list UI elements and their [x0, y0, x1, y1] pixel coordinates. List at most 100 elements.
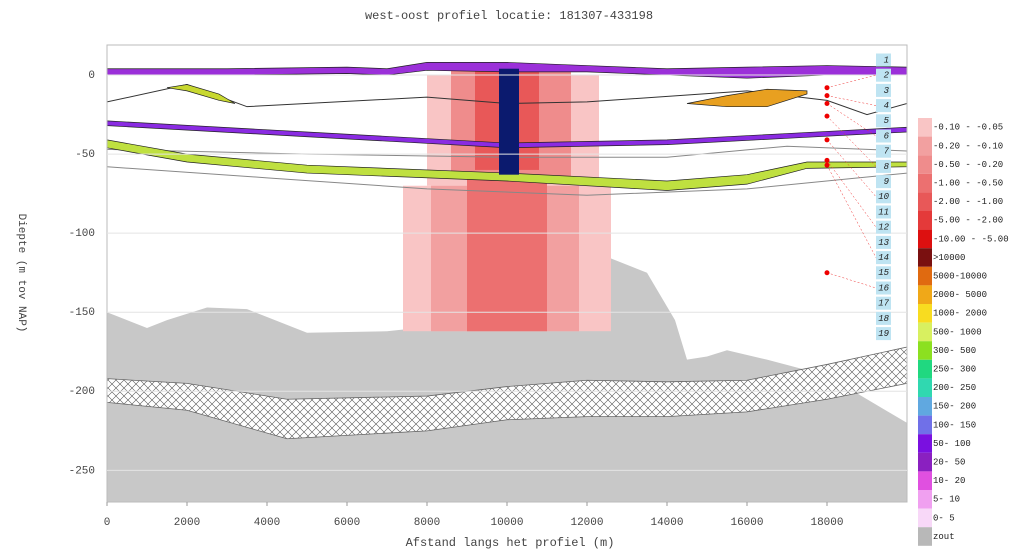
well-label: 14 [878, 253, 889, 263]
well-label: 17 [878, 299, 889, 309]
well-label-box [876, 327, 891, 341]
legend-label: 200- 250 [933, 383, 976, 393]
legend-label: -1.00 - -0.50 [933, 178, 1003, 188]
legend-label: -2.00 - -1.00 [933, 197, 1003, 207]
y-tick-label: -50 [75, 149, 95, 161]
well-label: 6 [884, 131, 890, 141]
well-label: 10 [878, 192, 889, 202]
legend-label: 150- 200 [933, 402, 976, 412]
legend-label: >10000 [933, 253, 965, 263]
x-tick-label: 18000 [810, 517, 843, 529]
y-tick-label: -150 [69, 307, 95, 319]
well-label: 9 [884, 177, 890, 187]
well-label: 12 [878, 223, 889, 233]
legend-swatch [918, 304, 932, 323]
legend-label: 0- 5 [933, 513, 955, 523]
legend-label: -10.00 - -5.00 [933, 234, 1009, 244]
x-tick-label: 2000 [174, 517, 200, 529]
well-label-box [876, 266, 891, 280]
well-point [824, 101, 830, 107]
legend-swatch [918, 397, 932, 416]
well-connector [826, 139, 877, 197]
legend-label: 300- 500 [933, 346, 976, 356]
well-label: 5 [884, 116, 890, 126]
well-label: 13 [878, 238, 889, 248]
well-connector [826, 103, 877, 137]
well-label-box [876, 205, 891, 219]
well-point [824, 113, 830, 119]
hatched-layer [107, 346, 907, 440]
well-connector [826, 95, 877, 106]
well-label-box [876, 175, 891, 189]
well-label-box [876, 53, 891, 67]
legend-swatch [918, 248, 932, 267]
well-connector [826, 115, 877, 167]
well-label-box [876, 281, 891, 295]
well-point [824, 93, 830, 99]
legend-swatch [918, 155, 932, 174]
legend-label: 500- 1000 [933, 327, 982, 337]
legend-label: 5000-10000 [933, 271, 987, 281]
legend-swatch [918, 359, 932, 379]
well-point [824, 270, 830, 276]
well-label: 4 [884, 101, 889, 111]
legend-label: 50- 100 [933, 439, 971, 449]
well-label: 7 [884, 147, 890, 157]
x-tick-label: 14000 [650, 517, 683, 529]
legend-swatch [918, 415, 932, 435]
legend-swatch [918, 285, 932, 304]
well-label-box [876, 114, 891, 128]
well-point [824, 137, 830, 143]
legend-label: 5- 10 [933, 495, 960, 505]
well-label: 16 [878, 283, 889, 293]
well-point [824, 162, 830, 168]
x-tick-label: 12000 [570, 517, 603, 529]
legend-label: 250- 300 [933, 364, 976, 374]
well-label-box [876, 296, 891, 310]
legend-label: -0.20 - -0.10 [933, 141, 1003, 151]
x-tick-label: 4000 [254, 517, 280, 529]
well-label-box [876, 235, 891, 249]
well-connector [826, 165, 877, 258]
y-tick-label: -200 [69, 386, 95, 398]
chart-title: west-oost profiel locatie: 181307-433198 [365, 9, 653, 23]
well-label: 11 [878, 207, 889, 217]
legend-swatch [918, 173, 932, 193]
base-layer [107, 256, 907, 502]
legend-swatch [918, 136, 932, 156]
legend-swatch [918, 211, 932, 230]
well-label: 8 [884, 162, 890, 172]
layer-band [686, 88, 808, 108]
well-label-box [876, 251, 891, 265]
legend-swatch [918, 266, 932, 286]
legend-swatch [918, 341, 932, 360]
legend-swatch [918, 434, 932, 453]
layer-band [107, 139, 907, 191]
well-point [824, 157, 830, 163]
layer-boundary [107, 145, 907, 158]
x-tick-label: 0 [104, 517, 111, 529]
legend-swatch [918, 322, 932, 342]
well-point [824, 85, 830, 91]
well-label: 19 [878, 329, 889, 339]
legend-swatch [918, 490, 932, 509]
well-label-box [876, 311, 891, 325]
legend-label: -5.00 - -2.00 [933, 216, 1003, 226]
legend-label: zout [933, 532, 955, 542]
well-connector [826, 160, 877, 228]
well-label-box [876, 83, 891, 97]
well-label-box [876, 220, 891, 234]
legend-swatch [918, 471, 932, 490]
well-label-box [876, 68, 891, 82]
layer-boundary [107, 166, 907, 196]
well-connector [826, 74, 877, 88]
well-label: 3 [884, 86, 890, 96]
well-label-box [876, 99, 891, 113]
x-tick-label: 6000 [334, 517, 360, 529]
x-axis-label: Afstand langs het profiel (m) [406, 536, 615, 550]
legend-label: -0.10 - -0.05 [933, 123, 1003, 133]
well-label-box [876, 190, 891, 204]
legend-swatch [918, 508, 932, 528]
layer-band [166, 84, 236, 104]
well-label-box [876, 144, 891, 158]
